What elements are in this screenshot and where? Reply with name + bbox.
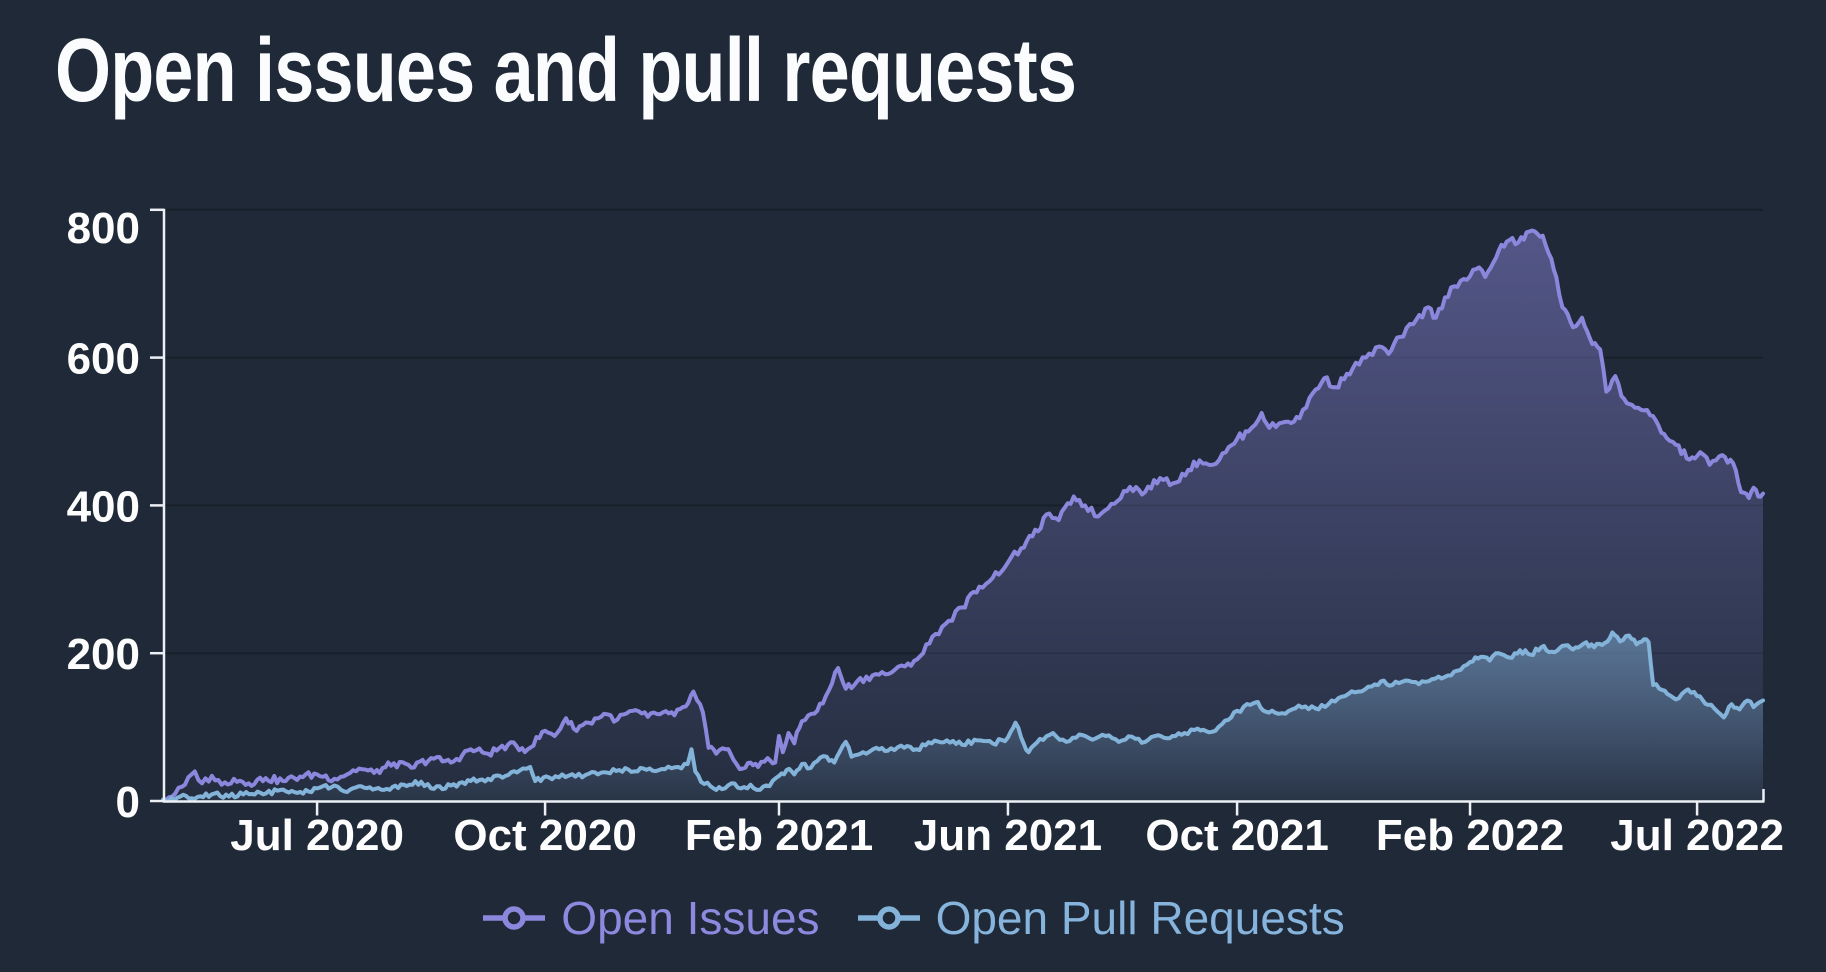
open-issues-line	[161, 228, 1765, 802]
x-tick-label-Jul-2022: Jul 2022	[1610, 811, 1784, 860]
y-tick-label-0: 0	[116, 778, 140, 827]
x-tick-label-Oct-2021: Oct 2021	[1145, 811, 1328, 860]
y-tick-label-200: 200	[67, 630, 140, 679]
chart-title: Open issues and pull requests	[55, 21, 1077, 121]
x-tick-label-Jul-2020: Jul 2020	[230, 811, 404, 860]
open-pull-requests-line-marker-icon	[857, 906, 920, 930]
legend-circle-icon	[502, 906, 527, 930]
open-issues-line-marker-icon	[483, 906, 546, 930]
y-tick-label-400: 400	[67, 482, 140, 531]
legend-label-open-pull-requests: Open Pull Requests	[935, 892, 1345, 944]
legend-circle-icon	[876, 906, 901, 930]
x-tick-label-Feb-2022: Feb 2022	[1376, 811, 1564, 860]
legend-item-open-pull-requests: Open Pull Requests	[856, 895, 1345, 941]
y-tick-label-800: 800	[67, 204, 140, 253]
open-pull-requests-line	[161, 630, 1765, 803]
x-tick-label-Oct-2020: Oct 2020	[453, 811, 636, 860]
legend-label-open-issues: Open Issues	[561, 892, 820, 944]
x-tick-label-Jun-2021: Jun 2021	[914, 811, 1102, 860]
chart-legend: Open Issues Open Pull Requests	[0, 890, 1826, 946]
x-tick-label-Feb-2021: Feb 2021	[685, 811, 873, 860]
y-tick-label-600: 600	[67, 335, 140, 384]
legend-item-open-issues: Open Issues	[481, 892, 820, 944]
open-pull-requests-area	[163, 632, 1763, 801]
open-issues-area	[163, 230, 1763, 801]
